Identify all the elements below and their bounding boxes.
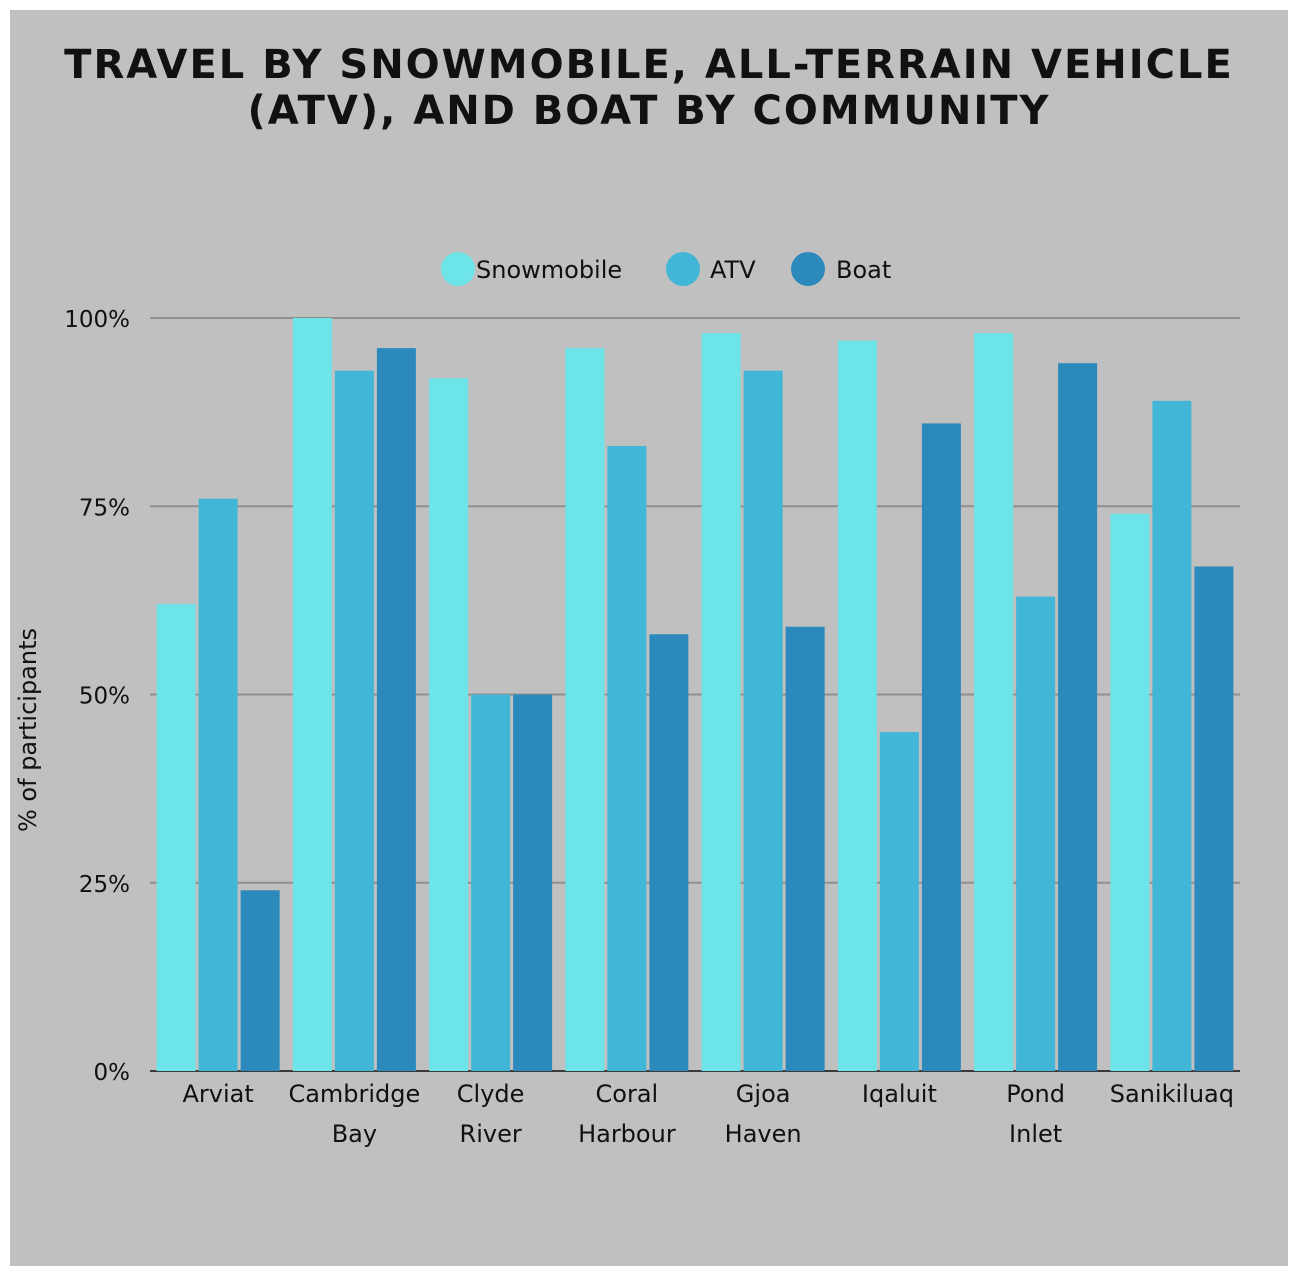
x-tick-label: Haven (725, 1120, 802, 1148)
legend-label: Snowmobile (476, 256, 622, 284)
x-tick-label: Cambridge (288, 1080, 420, 1108)
x-tick-label: Bay (332, 1120, 377, 1148)
bar-marks (156, 318, 1234, 1072)
bar-snowmobile-cambridge-bay (292, 318, 332, 1071)
bar-atv-sanikiluaq (1152, 400, 1192, 1072)
legend-swatch (666, 252, 700, 286)
legend-swatch (791, 252, 825, 286)
y-tick-label: 50% (79, 684, 130, 710)
bar-snowmobile-pond-inlet (974, 333, 1014, 1071)
bar-boat-cambridge-bay (376, 348, 416, 1071)
x-tick-label: Gjoa (736, 1080, 791, 1108)
y-tick-label: 25% (79, 872, 130, 898)
bar-boat-gjoa-haven (785, 626, 825, 1071)
bar-boat-pond-inlet (1058, 363, 1098, 1071)
x-axis: Arviat Cambridge Bay Clyde River Coral Harbour… (182, 1080, 1234, 1148)
bar-atv-coral-harbour (607, 446, 647, 1071)
chart-title: TRAVEL BY SNOWMOBILE, ALL-TERRAIN VEHICL… (10, 42, 1288, 134)
x-tick-label: Sanikiluaq (1110, 1080, 1234, 1108)
x-tick-label: Coral (596, 1080, 659, 1108)
bar-boat-clyde-river (513, 694, 553, 1071)
bar-boat-coral-harbour (649, 634, 689, 1071)
bar-atv-arviat (198, 498, 238, 1072)
legend-label: Boat (836, 256, 891, 284)
x-tick-label: River (460, 1120, 522, 1148)
bar-atv-cambridge-bay (334, 370, 374, 1072)
y-tick-label: 75% (79, 495, 130, 521)
y-axis-title: % of participants (14, 628, 42, 832)
bar-snowmobile-sanikiluaq (1110, 513, 1150, 1071)
bar-atv-clyde-river (471, 694, 511, 1071)
x-tick-label: Arviat (182, 1080, 253, 1108)
x-tick-label: Iqaluit (862, 1080, 937, 1108)
y-axis: 0% 25% 50% 75% 100% (64, 307, 130, 1086)
bar-atv-iqaluit (879, 732, 919, 1071)
legend-label: ATV (710, 256, 756, 284)
bar-atv-pond-inlet (1016, 596, 1056, 1071)
x-tick-label: Inlet (1009, 1120, 1062, 1148)
y-tick-label: 100% (64, 307, 130, 333)
x-tick-label: Clyde (457, 1080, 525, 1108)
y-tick-label: 0% (94, 1060, 131, 1086)
legend: Snowmobile ATV Boat (441, 252, 891, 286)
x-tick-label: Harbour (578, 1120, 676, 1148)
chart-title-line-1: TRAVEL BY SNOWMOBILE, ALL-TERRAIN VEHICL… (64, 42, 1234, 88)
bar-snowmobile-clyde-river (429, 378, 469, 1071)
x-tick-label: Pond (1006, 1080, 1065, 1108)
chart-title-line-2: (ATV), AND BOAT BY COMMUNITY (247, 88, 1051, 134)
bar-snowmobile-arviat (156, 604, 196, 1071)
bar-boat-arviat (240, 890, 280, 1071)
bar-snowmobile-coral-harbour (565, 348, 605, 1071)
bar-atv-gjoa-haven (743, 370, 783, 1072)
legend-swatch (441, 252, 475, 286)
bar-boat-sanikiluaq (1194, 566, 1234, 1071)
bar-boat-iqaluit (921, 423, 961, 1071)
bar-snowmobile-gjoa-haven (701, 333, 741, 1071)
bar-snowmobile-iqaluit (837, 340, 877, 1072)
